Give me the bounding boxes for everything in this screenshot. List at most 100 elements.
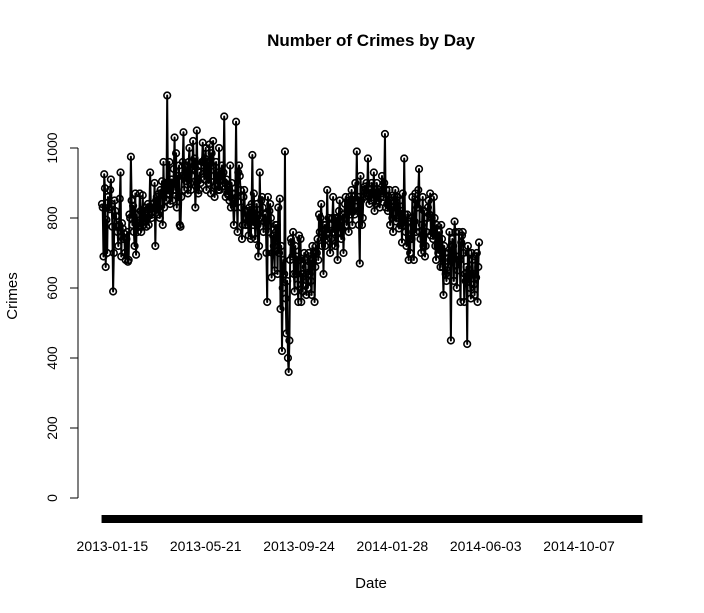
data-point: [389, 227, 398, 237]
data-point: [171, 149, 181, 158]
data-point: [435, 241, 444, 251]
data-point: [189, 136, 198, 146]
data-point: [303, 283, 313, 293]
data-point: [284, 367, 293, 377]
data-point: [414, 164, 424, 174]
data-point: [463, 339, 472, 349]
data-point: [420, 252, 430, 261]
data-point: [307, 290, 316, 300]
data-point: [129, 227, 138, 237]
data-point: [247, 199, 256, 209]
data-point: [376, 192, 385, 202]
data-point: [339, 248, 348, 258]
data-point: [407, 234, 416, 244]
data-point: [130, 241, 139, 251]
data-point: [191, 203, 200, 212]
data-point: [288, 252, 297, 261]
data-point: [259, 227, 268, 237]
data-point: [116, 168, 125, 177]
data-point: [234, 161, 244, 170]
data-point: [280, 147, 290, 156]
data-point: [214, 143, 224, 153]
data-point: [267, 273, 276, 282]
data-point: [406, 248, 415, 258]
data-point: [310, 297, 319, 307]
data-point: [396, 220, 405, 230]
data-point: [337, 234, 346, 244]
data-point: [276, 304, 285, 314]
data-point: [462, 262, 471, 272]
data-point: [109, 248, 118, 258]
y-tick-label: 1000: [44, 132, 60, 163]
data-point: [306, 276, 315, 286]
data-point: [150, 178, 159, 188]
data-point: [323, 185, 332, 195]
data-point: [461, 276, 470, 286]
data-point: [172, 203, 181, 212]
data-point: [471, 273, 481, 282]
data-point: [226, 161, 235, 170]
data-point: [296, 234, 305, 244]
data-point: [97, 199, 107, 209]
data-point: [101, 262, 110, 272]
data-point: [277, 241, 286, 251]
data-point: [147, 213, 156, 223]
data-point: [274, 248, 284, 258]
data-point: [472, 248, 481, 258]
y-tick-label: 600: [44, 276, 60, 300]
data-point: [289, 227, 298, 237]
data-point: [429, 234, 438, 244]
data-point: [450, 217, 459, 226]
data-point: [317, 241, 327, 251]
data-point: [166, 178, 175, 188]
data-point: [233, 227, 242, 237]
data-point: [363, 154, 373, 163]
data-point: [409, 255, 418, 265]
data-point: [418, 192, 427, 202]
data-point: [443, 266, 452, 275]
data-point: [382, 185, 391, 195]
data-point: [317, 199, 326, 209]
data-point: [109, 287, 118, 296]
data-point: [439, 290, 448, 300]
data-point: [400, 154, 409, 163]
x-tick-label: 2013-09-24: [263, 538, 335, 554]
data-point: [160, 203, 169, 212]
data-point: [410, 217, 419, 226]
x-tick-label: 2014-01-28: [357, 538, 429, 554]
data-point: [231, 117, 241, 126]
data-point: [367, 178, 376, 188]
data-point: [473, 297, 482, 307]
data-point: [253, 220, 262, 230]
data-point: [248, 150, 257, 160]
x-daily-ticks: [101, 515, 643, 523]
data-point: [411, 227, 421, 237]
data-point: [220, 112, 229, 121]
data-point: [110, 196, 119, 205]
data-point: [158, 220, 167, 230]
data-point: [290, 287, 299, 296]
data-point: [362, 178, 371, 188]
data-point: [219, 168, 228, 177]
data-point: [347, 185, 356, 195]
data-point: [249, 189, 258, 198]
data-point: [163, 185, 173, 195]
data-point: [430, 213, 439, 223]
data-point: [437, 220, 446, 230]
data-point: [474, 238, 484, 247]
data-point: [329, 192, 338, 202]
data-point: [263, 297, 272, 307]
x-axis: 2013-01-15 2013-05-21 2013-09-24 2014-01-28…: [77, 515, 643, 554]
data-point: [207, 149, 216, 158]
data-point: [151, 241, 160, 251]
data-point: [416, 234, 425, 244]
data-point: [138, 191, 147, 200]
data-point: [255, 168, 264, 177]
data-point: [117, 219, 127, 228]
data-point: [470, 290, 479, 300]
data-point: [229, 220, 238, 230]
data-point: [170, 133, 179, 142]
x-tick-label: 2013-05-21: [170, 538, 242, 554]
data-point: [414, 185, 423, 195]
data-point: [100, 184, 110, 193]
